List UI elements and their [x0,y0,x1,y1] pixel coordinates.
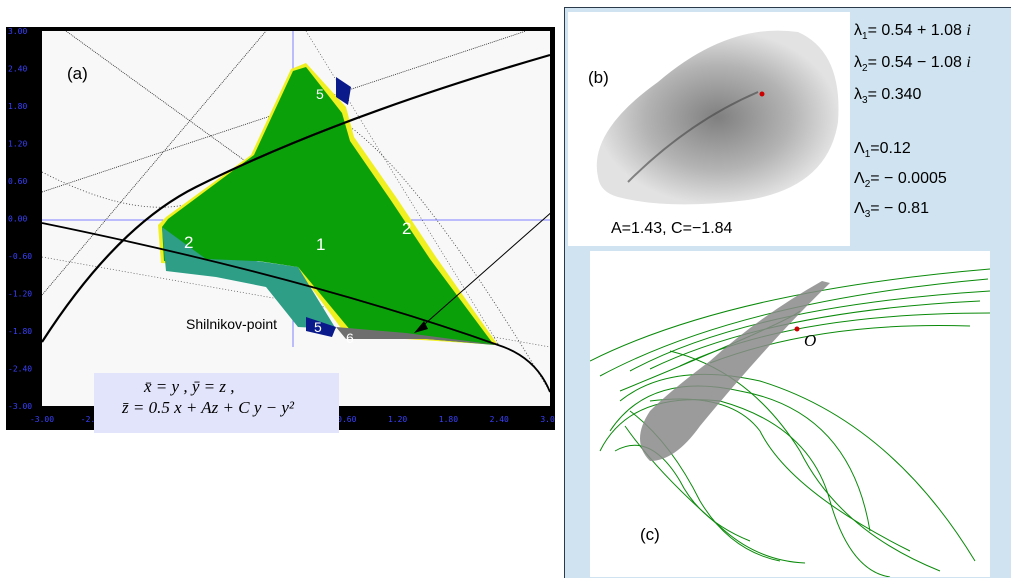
y-tick-label: -2.40 [8,365,32,374]
y-tick-label: -1.80 [8,327,32,336]
panel-a-label: (a) [67,64,88,83]
region-gray-6 [336,327,498,345]
thick-curve-lower [41,222,551,393]
y-tick-label: 0.60 [8,177,27,186]
dotted-line-3 [41,30,267,296]
x-tick-label: 2.40 [490,415,509,424]
eigen-3-sym: λ [854,86,862,103]
eigen-2-imag: i [966,54,971,71]
y-tick-label: 2.40 [8,65,27,74]
lyap-2-sub: 2 [864,179,871,191]
lyapunov-2: Λ2= − 0.0005 [854,170,947,190]
region-label-2-left: 2 [184,233,194,252]
panel-c-manifolds: O (c) [589,251,991,578]
shilnikov-point-label: Shilnikov-point [186,316,278,332]
eigen-3-val: = 0.340 [867,86,922,103]
region-label-5-bottom: 5 [314,319,322,335]
eigen-2-val: = 0.54 − 1.08 [867,54,967,71]
eigen-2-sub: 2 [862,63,868,75]
equation-line-1: x̄ = y , ȳ = z , [144,377,235,396]
lyap-2-sym: Λ [854,170,865,187]
lyapunov-3: Λ3= − 0.81 [854,200,929,220]
arrow-line [417,209,555,331]
point-o-label: O [804,331,817,350]
panel-b-caption: A=1.43, C=−1.84 [611,220,733,237]
eigen-1-imag: i [966,22,971,39]
y-tick-label: 1.20 [8,140,27,149]
lyap-1-sub: 1 [864,149,871,161]
region-label-5-top: 5 [316,86,324,102]
region-label-2-right: 2 [402,219,412,238]
lyap-3-sym: Λ [854,200,865,217]
x-tick-label: -2.40 [81,415,105,424]
panel-a-bifurcation-plot: 3.00 2.40 1.80 1.20 0.60 0.00 -0.60 -1.20 -1.80 -… [6,27,560,433]
equation-line-2: z̄ = 0.5 x + Az + C y − y² [122,398,295,417]
eigenvalue-3: λ3= 0.340 [854,86,921,106]
region-label-6: 6 [346,330,354,346]
eigen-3-sub: 3 [862,95,868,107]
y-tick-labels: 3.00 2.40 1.80 1.20 0.60 0.00 -0.60 -1.20 -1.80 -… [8,27,32,411]
y-tick-label: 3.00 [8,27,27,36]
equation-box: x̄ = y , ȳ = z , z̄ = 0.5 x + Az + C y −… [94,373,339,433]
panel-b-attractor: (b) A=1.43, C=−1.84 [568,12,850,246]
region-teal-2 [162,227,336,329]
eigenvalue-1: λ1= 0.54 + 1.08 i [854,22,971,42]
region-navy-5-bottom [306,317,336,337]
attractor-cloud [596,30,839,205]
lyap-2-val: = − 0.0005 [870,170,947,187]
lyap-1-sym: Λ [854,140,865,157]
x-tick-label: 3.00 [540,415,555,424]
thick-curve-upper [41,53,551,343]
eigen-1-sub: 1 [862,31,868,43]
eigen-1-val: = 0.54 + 1.08 [867,22,967,39]
x-tick-label: 1.20 [388,415,407,424]
x-tick-label: 0.60 [337,415,356,424]
equilibrium-point [759,91,765,97]
region-navy-5-top [336,77,351,105]
lyapunov-1: Λ1=0.12 [854,140,911,160]
y-tick-label: 0.00 [8,215,27,224]
y-tick-label: -0.60 [8,252,32,261]
attractor-cloud-c [640,281,830,461]
region-green-1 [162,67,494,345]
panel-b-label: (b) [588,68,609,87]
eigenvalue-2: λ2= 0.54 − 1.08 i [854,54,971,74]
y-tick-label: -1.20 [8,290,32,299]
panel-c-label: (c) [640,525,660,544]
panel-c-svg [589,268,991,578]
region-label-1: 1 [316,235,326,254]
y-tick-label: -3.00 [8,402,32,411]
eigen-2-sym: λ [854,54,862,71]
lyap-1-val: =0.12 [870,140,911,157]
y-tick-label: 1.80 [8,102,27,111]
x-tick-label: -3.00 [30,415,54,424]
panel-a-svg: 3.00 2.40 1.80 1.20 0.60 0.00 -0.60 -1.20 -1.80 -… [8,27,560,424]
lyap-3-sub: 3 [864,209,871,221]
point-o-marker [794,326,800,332]
lyap-3-val: = − 0.81 [870,200,929,217]
attractor-core [627,91,759,183]
x-tick-label: 1.80 [439,415,458,424]
arrow-head [414,321,428,333]
eigen-1-sym: λ [854,22,862,39]
panel-b-svg [596,30,839,205]
